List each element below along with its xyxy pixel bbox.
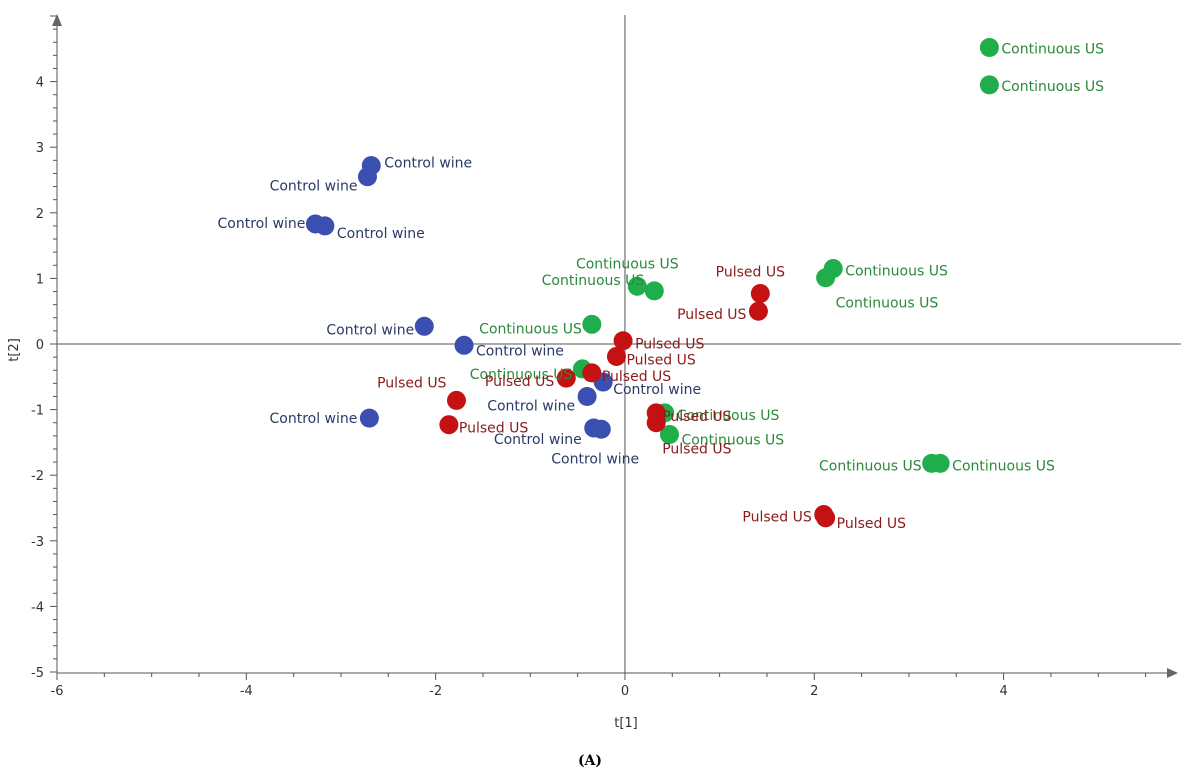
- point-label-continuous-us: Continuous US: [1001, 79, 1104, 95]
- point-continuous-us: [816, 268, 836, 288]
- point-label-continuous-us: Continuous US: [681, 433, 784, 449]
- point-label-control-wine: Control wine: [487, 398, 575, 414]
- point-label-pulsed-us: Pulsed US: [485, 374, 554, 390]
- y-tick-label: 4: [36, 76, 44, 91]
- point-pulsed-us: [556, 368, 576, 388]
- y-tick-label: -1: [31, 404, 44, 419]
- y-tick-label: -5: [31, 666, 44, 681]
- x-tick-label: -2: [429, 684, 442, 699]
- point-label-pulsed-us: Pulsed US: [716, 264, 785, 280]
- point-pulsed-us: [750, 283, 770, 303]
- point-pulsed-us: [613, 331, 633, 351]
- point-label-continuous-us: Continuous US: [542, 273, 645, 289]
- labels-layer: Control wine Control wine Control wine Cont…: [218, 41, 1105, 531]
- point-pulsed-us: [439, 415, 459, 435]
- x-tick-label: -4: [240, 684, 253, 699]
- point-label-control-wine: Control wine: [218, 216, 306, 232]
- point-pulsed-us: [446, 390, 466, 410]
- point-label-continuous-us: Continuous US: [819, 458, 922, 474]
- point-label-control-wine: Control wine: [551, 451, 639, 467]
- point-label-pulsed-us: Pulsed US: [662, 409, 731, 425]
- point-continuous-us: [659, 425, 679, 445]
- x-axis-title: t[1]: [614, 716, 638, 731]
- point-label-continuous-us: Continuous US: [470, 367, 573, 383]
- point-label-pulsed-us: Pulsed US: [635, 337, 704, 353]
- point-continuous-us: [644, 281, 664, 301]
- point-label-continuous-us: Continuous US: [952, 458, 1055, 474]
- points-layer: [305, 37, 999, 528]
- point-continuous-us: [979, 37, 999, 57]
- point-label-pulsed-us: Pulsed US: [602, 369, 671, 385]
- point-control-wine: [414, 316, 434, 336]
- point-continuous-us: [582, 314, 602, 334]
- y-tick-label: 1: [36, 272, 44, 287]
- point-pulsed-us: [582, 363, 602, 383]
- x-tick-label: 0: [621, 684, 629, 699]
- point-label-continuous-us: Continuous US: [836, 296, 939, 312]
- point-control-wine: [454, 335, 474, 355]
- point-pulsed-us: [606, 346, 626, 366]
- x-tick-label: 4: [999, 684, 1007, 699]
- point-label-continuous-us: Continuous US: [845, 264, 948, 280]
- point-label-control-wine: Control wine: [269, 411, 357, 427]
- point-label-pulsed-us: Pulsed US: [742, 510, 811, 526]
- y-tick-label: 3: [36, 141, 44, 156]
- y-tick-label: -4: [31, 600, 44, 615]
- point-label-control-wine: Control wine: [613, 382, 701, 398]
- point-label-pulsed-us: Pulsed US: [662, 442, 731, 458]
- x-axis-arrow: [1167, 668, 1178, 678]
- point-label-continuous-us: Continuous US: [677, 408, 780, 424]
- point-continuous-us: [979, 75, 999, 95]
- y-axis-arrow: [52, 14, 62, 26]
- figure-caption: (A): [578, 753, 602, 769]
- point-label-control-wine: Control wine: [270, 179, 358, 195]
- point-label-pulsed-us: Pulsed US: [677, 307, 746, 323]
- point-label-control-wine: Control wine: [326, 322, 414, 338]
- point-label-pulsed-us: Pulsed US: [377, 375, 446, 391]
- point-continuous-us: [627, 276, 647, 296]
- point-label-control-wine: Control wine: [476, 343, 564, 359]
- point-control-wine: [359, 408, 379, 428]
- y-axis-title: t[2]: [7, 338, 22, 362]
- point-label-pulsed-us: Pulsed US: [837, 516, 906, 532]
- point-label-pulsed-us: Pulsed US: [626, 352, 695, 368]
- point-pulsed-us: [816, 508, 836, 528]
- point-pulsed-us: [748, 301, 768, 321]
- point-label-control-wine: Control wine: [494, 432, 582, 448]
- x-tick-label: 2: [810, 684, 818, 699]
- point-continuous-us: [930, 453, 950, 473]
- x-tick-label: -6: [51, 684, 64, 699]
- point-control-wine: [357, 167, 377, 187]
- point-label-continuous-us: Continuous US: [479, 321, 582, 337]
- point-label-pulsed-us: Pulsed US: [459, 421, 528, 437]
- point-control-wine: [591, 419, 611, 439]
- point-label-continuous-us: Continuous US: [576, 256, 679, 272]
- point-label-control-wine: Control wine: [337, 226, 425, 242]
- point-label-control-wine: Control wine: [384, 156, 472, 172]
- point-pulsed-us: [646, 413, 666, 433]
- y-tick-label: -2: [31, 469, 44, 484]
- point-control-wine: [315, 216, 335, 236]
- y-tick-label: 2: [36, 207, 44, 222]
- y-tick-label: 0: [36, 338, 44, 353]
- axes-layer: -6 -4 -2 0 2 4 -5 -4 -3 -2 -1 0 1 2 3 4: [31, 14, 1181, 699]
- point-label-continuous-us: Continuous US: [1001, 41, 1104, 57]
- y-tick-label: -3: [31, 535, 44, 550]
- point-control-wine: [577, 386, 597, 406]
